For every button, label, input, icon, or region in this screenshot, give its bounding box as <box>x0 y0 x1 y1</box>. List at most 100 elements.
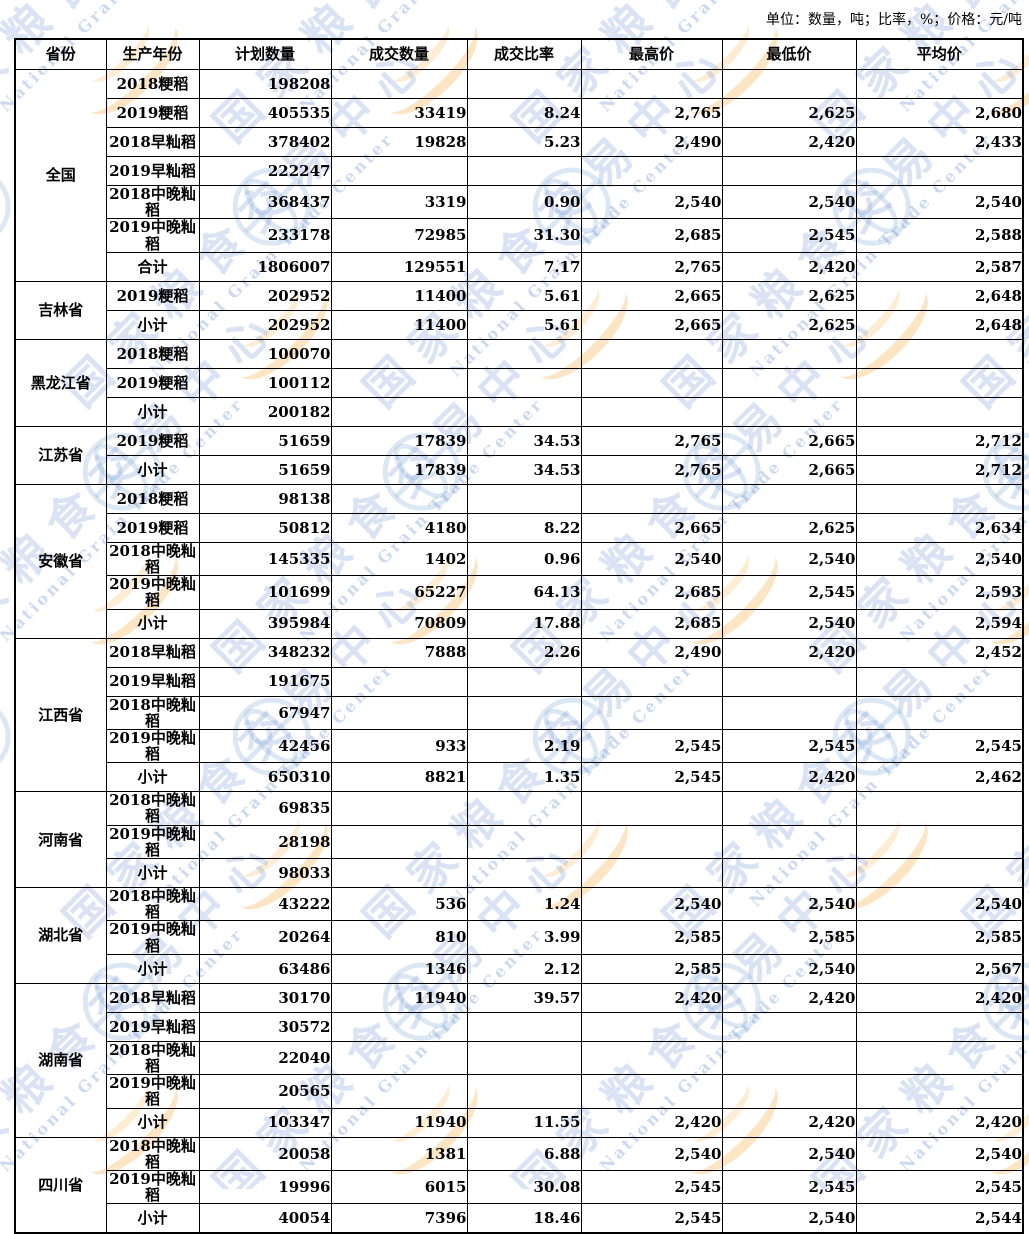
high-price-cell <box>580 1040 723 1076</box>
plan-qty-cell: 42456 <box>198 728 332 764</box>
low-price-cell: 2,420 <box>721 637 857 668</box>
province-cell: 江苏省 <box>14 425 107 485</box>
deal-qty-cell <box>330 396 468 427</box>
high-price-cell <box>580 156 723 186</box>
province-cell: 吉林省 <box>14 280 107 340</box>
high-price-cell <box>580 666 723 697</box>
deal-ratio-cell <box>466 858 582 888</box>
year-cell: 2019早籼稻 <box>105 1011 200 1042</box>
avg-price-cell: 2,540 <box>855 886 1024 922</box>
table-header: 省份 生产年份 计划数量 成交数量 成交比率 最高价 最低价 平均价 <box>14 38 1024 70</box>
column-header-5: 最高价 <box>580 38 723 70</box>
deal-ratio-cell: 8.24 <box>466 98 582 128</box>
deal-qty-cell: 933 <box>330 728 468 764</box>
plan-qty-cell: 20264 <box>198 920 332 955</box>
plan-qty-cell: 30572 <box>198 1011 332 1042</box>
avg-price-cell: 2,462 <box>855 762 1024 793</box>
avg-price-cell: 2,587 <box>855 251 1024 282</box>
low-price-cell: 2,545 <box>721 728 857 764</box>
plan-qty-cell: 67947 <box>198 695 332 730</box>
deal-qty-cell: 129551 <box>330 251 468 282</box>
avg-price-cell: 2,420 <box>855 1107 1024 1138</box>
table-row: 四川省 2018中晚籼稻 20058 1381 6.88 2,540 2,540 2,540 <box>14 1136 1024 1234</box>
low-price-cell <box>721 338 857 369</box>
plan-qty-cell: 63486 <box>198 953 332 984</box>
avg-price-cell <box>855 666 1024 697</box>
table-row: 2019中晚籼稻 28198 <box>15 824 1024 860</box>
deal-qty-cell: 536 <box>330 886 468 922</box>
high-price-cell: 2,540 <box>580 541 723 577</box>
low-price-cell <box>721 1074 857 1109</box>
province-cell: 江西省 <box>14 637 107 793</box>
deal-qty-cell: 65227 <box>330 575 468 610</box>
deal-qty-cell <box>330 156 468 186</box>
avg-price-cell: 2,545 <box>855 1169 1024 1205</box>
deal-qty-cell: 810 <box>330 920 468 955</box>
year-cell: 小计 <box>105 1107 200 1138</box>
deal-ratio-cell <box>466 69 582 99</box>
low-price-cell <box>721 367 857 398</box>
deal-qty-cell: 17839 <box>330 454 468 485</box>
high-price-cell: 2,585 <box>580 953 723 984</box>
table-row: 2018中晚籼稻 67947 <box>15 695 1024 730</box>
high-price-cell: 2,765 <box>580 251 723 282</box>
column-header-4: 成交比率 <box>466 38 582 70</box>
province-cell: 黑龙江省 <box>14 338 107 427</box>
deal-qty-cell <box>330 858 468 888</box>
deal-ratio-cell: 5.61 <box>466 280 582 311</box>
deal-ratio-cell: 5.61 <box>466 309 582 340</box>
low-price-cell <box>721 69 857 99</box>
high-price-cell: 2,545 <box>580 762 723 793</box>
deal-ratio-cell <box>466 791 582 826</box>
deal-ratio-cell <box>466 1040 582 1076</box>
deal-qty-cell: 8821 <box>330 762 468 793</box>
table-row: 小计 395984 70809 17.88 2,685 2,540 2,594 <box>15 608 1024 639</box>
plan-qty-cell: 101699 <box>198 575 332 610</box>
avg-price-cell: 2,648 <box>855 280 1024 311</box>
plan-qty-cell: 28198 <box>198 824 332 860</box>
low-price-cell: 2,625 <box>721 512 857 543</box>
avg-price-cell <box>855 69 1024 99</box>
low-price-cell <box>721 791 857 826</box>
deal-ratio-cell <box>466 338 582 369</box>
high-price-cell <box>580 824 723 860</box>
low-price-cell: 2,420 <box>721 982 857 1013</box>
table-row: 吉林省 2019粳稻 202952 11400 5.61 2,665 2,625 2,648 <box>14 280 1024 340</box>
deal-qty-cell: 11400 <box>330 309 468 340</box>
plan-qty-cell: 22040 <box>198 1040 332 1076</box>
high-price-cell <box>580 69 723 99</box>
year-cell: 2019粳稻 <box>105 367 200 398</box>
unit-note: 单位：数量，吨；比率，%；价格：元/吨 <box>765 12 1022 28</box>
deal-qty-cell: 11940 <box>330 982 468 1013</box>
province-cell: 四川省 <box>14 1136 107 1234</box>
deal-qty-cell: 11940 <box>330 1107 468 1138</box>
column-header-3: 成交数量 <box>330 38 468 70</box>
year-cell: 2019早籼稻 <box>105 156 200 186</box>
deal-qty-cell: 7396 <box>330 1203 468 1234</box>
deal-ratio-cell: 0.90 <box>466 184 582 220</box>
table-row: 2019中晚籼稻 20264 810 3.99 2,585 2,585 2,585 <box>15 920 1024 955</box>
low-price-cell: 2,540 <box>721 1136 857 1171</box>
deal-qty-cell <box>330 695 468 730</box>
high-price-cell: 2,585 <box>580 920 723 955</box>
table-row: 2018早籼稻 378402 19828 5.23 2,490 2,420 2,433 <box>15 127 1024 157</box>
year-cell: 2018粳稻 <box>105 338 200 369</box>
deal-ratio-cell: 39.57 <box>466 982 582 1013</box>
avg-price-cell: 2,585 <box>855 920 1024 955</box>
deal-qty-cell <box>330 483 468 514</box>
plan-qty-cell: 100112 <box>198 367 332 398</box>
deal-qty-cell <box>330 1011 468 1042</box>
high-price-cell: 2,545 <box>580 728 723 764</box>
column-header-1: 生产年份 <box>105 38 200 70</box>
low-price-cell <box>721 824 857 860</box>
year-cell: 2019中晚籼稻 <box>105 728 200 764</box>
plan-qty-cell: 51659 <box>198 454 332 485</box>
deal-ratio-cell: 7.17 <box>466 251 582 282</box>
low-price-cell: 2,540 <box>721 184 857 220</box>
deal-ratio-cell: 34.53 <box>466 425 582 456</box>
table-row: 2019中晚籼稻 19996 6015 30.08 2,545 2,545 2,545 <box>15 1169 1024 1205</box>
deal-ratio-cell: 3.99 <box>466 920 582 955</box>
table-row: 2018中晚籼稻 368437 3319 0.90 2,540 2,540 2,540 <box>15 184 1024 220</box>
plan-qty-cell: 233178 <box>198 218 332 253</box>
deal-ratio-cell: 2.26 <box>466 637 582 668</box>
